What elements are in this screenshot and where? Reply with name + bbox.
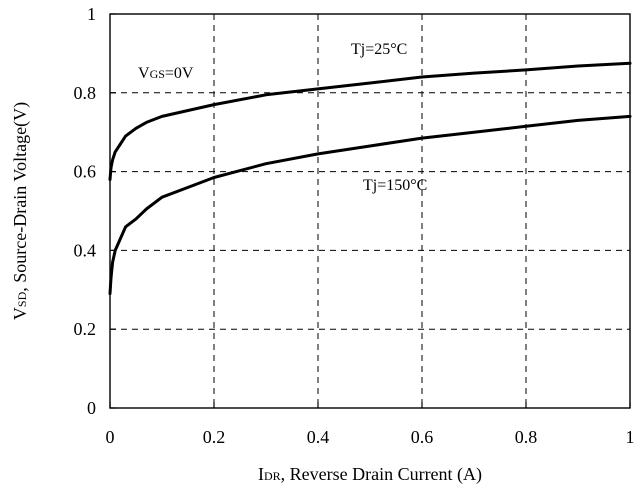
x-tick-label: 0 — [106, 427, 115, 447]
x-axis-title: IDR, Reverse Drain Current (A) — [258, 464, 482, 485]
series-line-tj25 — [108, 61, 632, 181]
y-tick-labels: 0 0.2 0.4 0.6 0.8 1 — [74, 4, 97, 418]
x-tick-label: 0.6 — [411, 427, 434, 447]
x-axis-title-sub: DR — [264, 469, 281, 483]
y-tick-label: 1 — [87, 4, 96, 24]
y-tick-label: 0.2 — [74, 319, 97, 339]
y-tick-label: 0.6 — [74, 162, 97, 182]
x-tick-label: 0.2 — [203, 427, 226, 447]
axis-ticks — [109, 13, 631, 409]
annotation-vgs-sub: GS — [150, 67, 165, 81]
y-axis-title-rest: , Source-Drain Voltage(V) — [10, 102, 31, 292]
y-tick-label: 0.8 — [74, 83, 97, 103]
annotation-vgs-main: V — [138, 65, 150, 82]
y-tick-label: 0 — [87, 398, 96, 418]
x-tick-label: 0.8 — [515, 427, 538, 447]
x-tick-label: 0.4 — [307, 427, 330, 447]
x-axis-title-main: I — [258, 464, 264, 484]
plot-frame — [109, 13, 631, 409]
y-axis-title-main: V — [10, 307, 30, 320]
annotation-vgs-rest: =0V — [165, 65, 194, 82]
grid — [110, 14, 630, 408]
y-axis-title-sub: SD — [15, 291, 29, 307]
y-axis-title: VSD, Source-Drain Voltage(V) — [10, 102, 31, 320]
x-tick-labels: 0 0.2 0.4 0.6 0.8 1 — [106, 427, 635, 447]
annotation-tj25: Tj=25°C — [351, 41, 407, 58]
series-line-tj150 — [108, 114, 632, 296]
annotation-vgs: VGS=0V — [138, 65, 194, 82]
annotation-tj150: Tj=150°C — [363, 177, 427, 194]
x-axis-title-rest: , Reverse Drain Current (A) — [281, 464, 482, 485]
series-group — [108, 61, 632, 296]
y-tick-label: 0.4 — [74, 240, 97, 260]
x-tick-label: 1 — [626, 427, 635, 447]
